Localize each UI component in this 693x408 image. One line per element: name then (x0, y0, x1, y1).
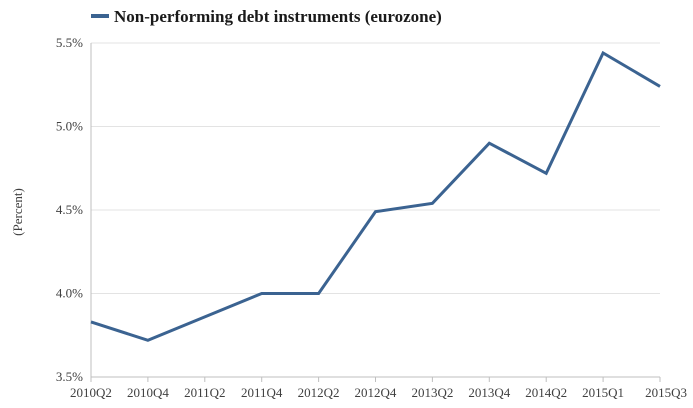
series-line (90, 50, 661, 342)
y-tick-label: 5.0% (56, 119, 83, 134)
x-tick-label: 2012Q4 (355, 385, 397, 400)
legend-label: Non-performing debt instruments (eurozon… (114, 7, 442, 26)
y-tick-label: 4.0% (56, 286, 83, 301)
x-tick-label: 2011Q4 (241, 385, 283, 400)
y-tick-label: 3.5% (56, 369, 83, 384)
x-tick-labels: 2010Q2 2010Q4 2011Q2 2011Q4 2012Q2 2012Q4 2013… (70, 377, 687, 400)
x-tick-label: 2015Q1 (582, 385, 624, 400)
y-axis-title: (Percent) (10, 188, 25, 236)
gridlines (91, 42, 660, 294)
x-tick-label: 2010Q4 (127, 385, 169, 400)
x-tick-label: 2013Q2 (411, 385, 453, 400)
x-tick-label: 2011Q2 (184, 385, 225, 400)
x-tick-label: 2013Q4 (468, 385, 510, 400)
y-tick-label: 5.5% (56, 35, 83, 50)
x-tick-label: 2012Q2 (298, 385, 340, 400)
series-layer (90, 50, 661, 342)
x-tick-label: 2014Q2 (525, 385, 567, 400)
y-tick-label: 4.5% (56, 202, 83, 217)
x-tick-label: 2010Q2 (70, 385, 112, 400)
y-tick-labels: 3.5% 4.0% 4.5% 5.0% 5.5% (56, 35, 83, 384)
x-tick-label: 2015Q3 (645, 385, 687, 400)
legend: Non-performing debt instruments (eurozon… (91, 7, 442, 26)
